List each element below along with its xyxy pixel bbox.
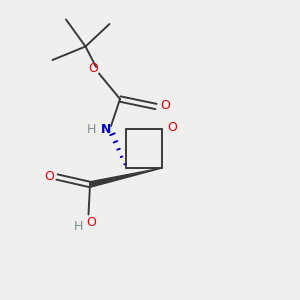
Text: H: H [73, 220, 83, 233]
Text: O: O [160, 99, 170, 112]
Text: H: H [87, 122, 96, 136]
Text: O: O [45, 169, 54, 183]
Text: O: O [88, 62, 98, 76]
Polygon shape [89, 168, 162, 187]
Text: N: N [101, 122, 112, 136]
Text: O: O [87, 216, 96, 230]
Text: O: O [168, 121, 177, 134]
